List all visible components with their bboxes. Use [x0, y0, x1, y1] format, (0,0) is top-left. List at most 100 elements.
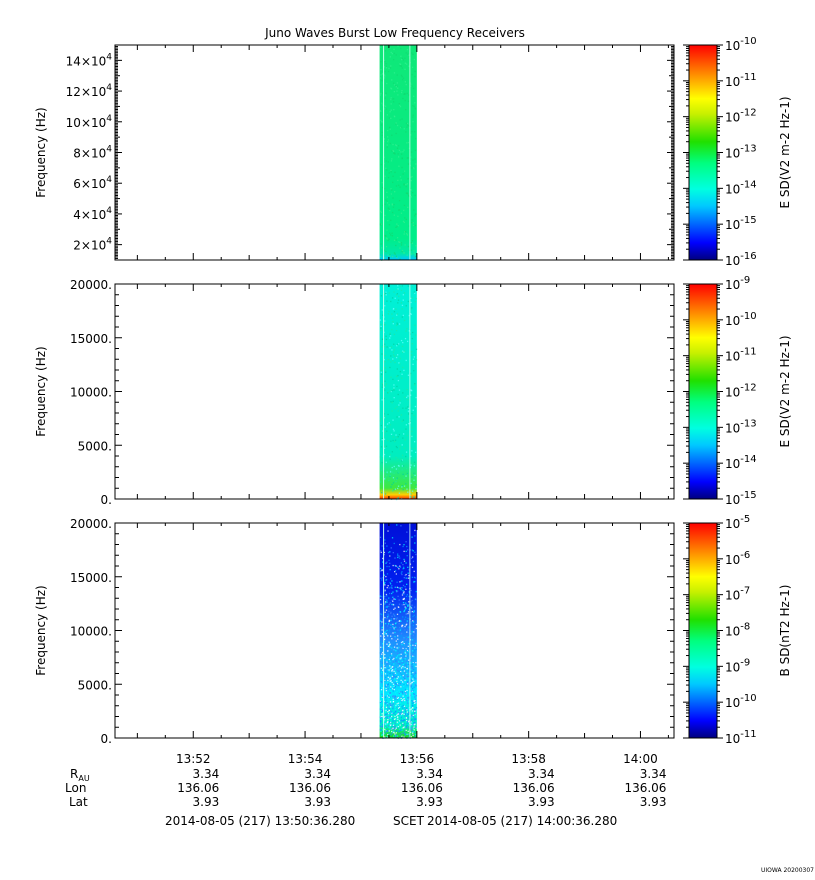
speckle [408, 591, 410, 593]
speckle [409, 644, 412, 647]
speckle [383, 257, 386, 259]
speckle [387, 70, 390, 73]
speckle [396, 237, 399, 239]
speckle [403, 292, 406, 294]
speckle [401, 285, 404, 287]
speckle [404, 396, 406, 398]
speckle [400, 719, 402, 722]
speckle [381, 734, 383, 736]
speckle [381, 710, 384, 712]
speckle [415, 359, 418, 361]
speckle [379, 456, 382, 458]
speckle [407, 647, 410, 650]
speckle [413, 496, 415, 498]
speckle [392, 727, 394, 729]
speckle [387, 685, 389, 687]
colorbar-tick-label: 10-13 [725, 144, 757, 161]
speckle [390, 653, 393, 655]
speckle [405, 577, 407, 579]
speckle [410, 394, 412, 396]
speckle [380, 701, 382, 703]
speckle [405, 218, 407, 221]
speckle [379, 598, 382, 601]
speckle [388, 610, 390, 613]
speckle [395, 445, 398, 448]
speckle [407, 413, 410, 415]
speckle [408, 665, 410, 667]
speckle [386, 565, 388, 568]
speckle [403, 610, 405, 613]
speckle [403, 560, 406, 562]
speckle [389, 672, 391, 674]
speckle [401, 705, 403, 708]
speckle [401, 662, 403, 664]
speckle [407, 459, 410, 462]
speckle [395, 639, 397, 641]
speckle [392, 695, 394, 698]
speckle [392, 596, 394, 598]
speckle [410, 708, 412, 710]
speckle [407, 650, 409, 653]
speckle [391, 674, 393, 676]
speckle [400, 127, 402, 129]
speckle [384, 603, 386, 605]
speckle [388, 727, 390, 729]
speckle [393, 720, 395, 722]
speckle [398, 705, 401, 708]
speckle [383, 358, 385, 361]
speckle [410, 354, 413, 356]
speckle [404, 733, 406, 735]
speckle [402, 59, 405, 61]
speckle [407, 163, 410, 165]
speckle [415, 672, 417, 675]
speckle [407, 612, 409, 615]
speckle [390, 712, 392, 715]
figure-title: Juno Waves Burst Low Frequency Receivers [264, 26, 525, 40]
speckle [385, 291, 387, 293]
speckle [410, 728, 412, 730]
speckle [414, 701, 417, 703]
speckle [386, 202, 389, 204]
speckle [401, 691, 404, 693]
speckle [407, 141, 410, 144]
speckle [413, 479, 415, 481]
speckle [391, 615, 393, 617]
speckle [414, 580, 416, 583]
y-tick-label: 2×104 [73, 237, 112, 253]
speckle [407, 604, 409, 606]
speckle [393, 712, 395, 714]
speckle [388, 671, 390, 673]
speckle [392, 673, 395, 676]
speckle [380, 110, 382, 113]
speckle [387, 177, 390, 179]
speckle [386, 688, 388, 690]
speckle [399, 402, 401, 404]
speckle [390, 720, 392, 722]
speckle [404, 99, 406, 102]
speckle [403, 567, 405, 569]
speckle [390, 721, 393, 724]
speckle [380, 653, 382, 655]
speckle [412, 87, 415, 90]
speckle [401, 594, 404, 596]
y-tick-label: 10×104 [66, 114, 113, 130]
speckle [404, 734, 406, 737]
speckle [392, 82, 395, 84]
speckle [409, 189, 412, 191]
speckle [400, 525, 402, 527]
y-tick-label: 10000. [70, 386, 112, 400]
speckle [391, 471, 394, 473]
speckle [412, 662, 414, 665]
speckle [400, 716, 403, 719]
speckle [397, 556, 399, 559]
speckle [406, 640, 408, 643]
speckle [393, 397, 395, 399]
speckle [381, 715, 384, 717]
speckle [415, 255, 417, 258]
speckle [391, 587, 393, 589]
speckle [383, 671, 386, 674]
speckle [409, 596, 412, 598]
speckle [390, 664, 393, 666]
speckle [407, 647, 409, 649]
speckle [399, 448, 401, 450]
